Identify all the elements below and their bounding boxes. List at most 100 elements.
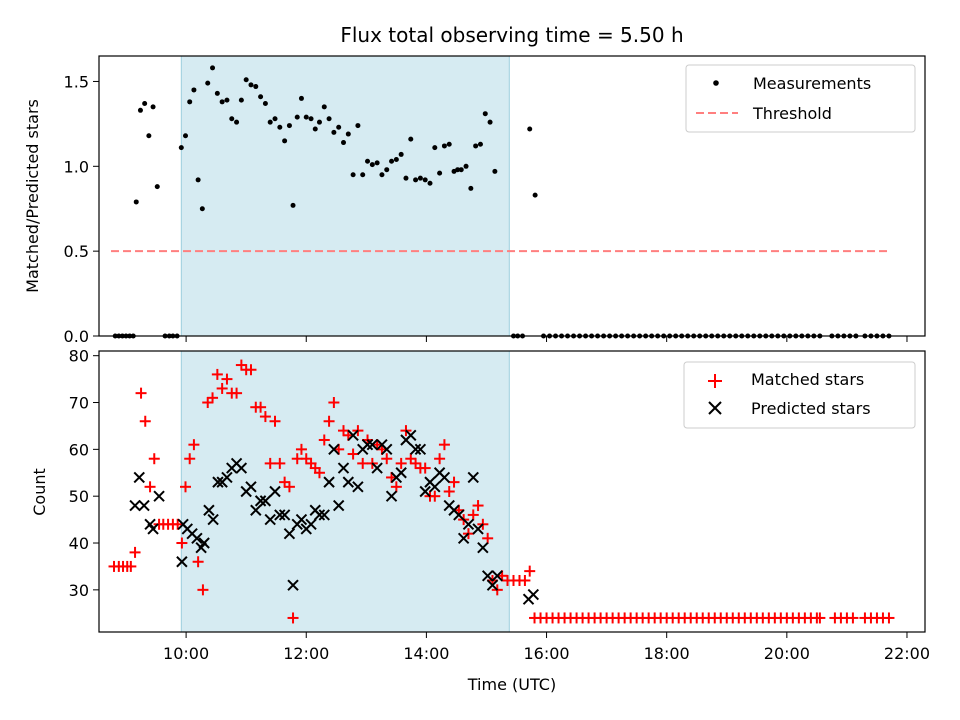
predicted-star-stroke-b [457,532,470,545]
predicted-star-stroke-b [198,537,210,549]
measurement-point [427,180,433,186]
legend-predicted-marker [708,401,722,415]
matched-star-point [295,443,307,455]
predicted-star-stroke-b [472,523,484,535]
predicted-star-point [472,523,484,535]
measurement-point [384,167,390,173]
matched-star-point [467,509,479,521]
predicted-star-stroke-b [342,476,355,488]
matched-star-point [419,462,431,474]
predicted-star-point [245,481,257,493]
predicted-star-point [385,490,398,502]
measurement-point [446,141,452,147]
measurement-point [422,177,428,183]
predicted-star-stroke-b [477,541,489,554]
measurement-point [219,99,225,105]
measurement-point [214,90,220,96]
bottom-ytick-label: 50 [69,487,89,506]
matched-star-point [269,415,281,427]
measurement-point [191,87,197,93]
measurement-point [146,133,152,139]
matched-star-point [434,453,446,465]
measurement-point [234,119,240,125]
predicted-star-stroke-b [381,443,393,456]
matched-star-point [448,476,460,488]
matched-star-point [125,560,137,572]
predicted-star-point [467,471,479,484]
measurement-point [365,158,371,164]
matched-star-point [216,382,228,394]
matched-star-point [328,397,340,409]
measurement-point [532,192,538,198]
predicted-star-point [366,438,379,451]
predicted-star-point [274,509,286,521]
measurement-point [286,123,292,129]
bottom-axes-frame [98,350,926,633]
measurement-point [458,167,464,173]
bottom-xtick-label: 22:00 [884,644,930,663]
measurement-point [413,177,419,183]
bottom-y-axis-label: Count [30,468,49,516]
measurement-point [487,119,493,125]
predicted-star-stroke-b [264,513,276,526]
matched-star-point [347,448,359,460]
matched-star-point [524,565,536,577]
predicted-star-point [191,532,203,545]
predicted-star-stroke-b [245,481,257,493]
measurement-point [187,99,193,105]
top-legend-box [685,64,916,133]
matched-star-point [357,457,369,469]
measurement-point [527,126,533,132]
top-panel: 0.0 0.5 1.0 1.5 Matched/Predicted stars Mea… [23,55,926,346]
bottom-panel: 30 40 50 60 70 80 10:00 12:00 14:00 16:00 18:00 20… [30,347,930,694]
legend-matched-label: Matched stars [751,370,864,389]
measurement-point [258,94,264,100]
bottom-xtick-label: 18:00 [644,644,690,663]
matched-star-point [443,486,455,497]
predicted-star-stroke-b [259,495,272,507]
top-ytick-label: 1.0 [64,157,89,176]
top-y-axis-ticks: 0.0 0.5 1.0 1.5 [64,72,99,346]
measurement-point [277,124,283,130]
measurement-point [178,145,184,151]
bottom-legend: Matched stars Predicted stars [683,361,916,429]
predicted-star-stroke-b [438,471,451,484]
measurement-point [389,158,395,164]
predicted-star-point [457,532,470,545]
top-x-axis-ticks [185,336,908,342]
top-legend: Measurements Threshold [685,64,916,133]
predicted-star-stroke-b [462,518,475,530]
predicted-star-stroke-b [144,518,156,530]
predicted-star-stroke-b [385,490,398,502]
measurement-point [308,116,314,122]
predicted-star-point [283,527,296,540]
measurement-point [477,141,483,147]
predicted-star-stroke-b [371,462,383,474]
predicted-star-stroke-b [138,499,150,512]
matched-star-point [287,612,299,624]
predicted-star-point [176,556,188,568]
measurement-point [294,114,300,120]
measurement-point [417,175,423,181]
measurement-point [312,126,318,132]
predicted-star-stroke-b [191,532,203,545]
matched-star-point [381,453,393,465]
predicted-star-stroke-b [133,471,145,484]
bottom-ytick-label: 40 [69,534,89,553]
bottom-x-axis-ticks: 10:00 12:00 14:00 16:00 18:00 20:00 22:00 [163,632,930,663]
predicted-star-stroke-b [328,443,340,456]
measurement-point [408,136,414,142]
matched-star-point [395,457,407,469]
legend-matched-marker [708,374,722,388]
predicted-star-stroke-b [323,476,335,488]
legend-predicted-label: Predicted stars [751,399,871,418]
measurement-point [298,95,304,101]
matched-star-point [202,397,214,409]
predicted-star-point [153,490,165,502]
matched-star-point [180,481,192,493]
predicted-star-point [352,481,364,493]
bottom-xtick-label: 12:00 [283,644,329,663]
measurement-point [272,116,278,122]
predicted-star-point [477,541,489,554]
